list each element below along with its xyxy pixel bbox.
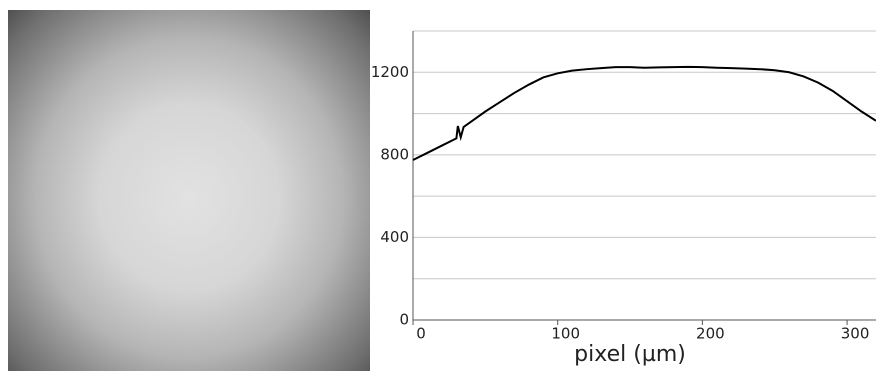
x-axis-label: pixel (µm): [574, 342, 686, 367]
microscope-image: [8, 10, 370, 371]
y-tick-label: 800: [380, 145, 409, 163]
y-tick-label: 1200: [371, 63, 409, 81]
y-tick-label: 0: [399, 311, 409, 329]
x-tick-label: 200: [696, 325, 725, 343]
y-tick-label: 400: [380, 228, 409, 246]
x-tick-label: 100: [551, 325, 580, 343]
x-tick-label: 300: [841, 325, 870, 343]
x-tick-label: 0: [416, 325, 426, 343]
data-line: [412, 65, 876, 161]
